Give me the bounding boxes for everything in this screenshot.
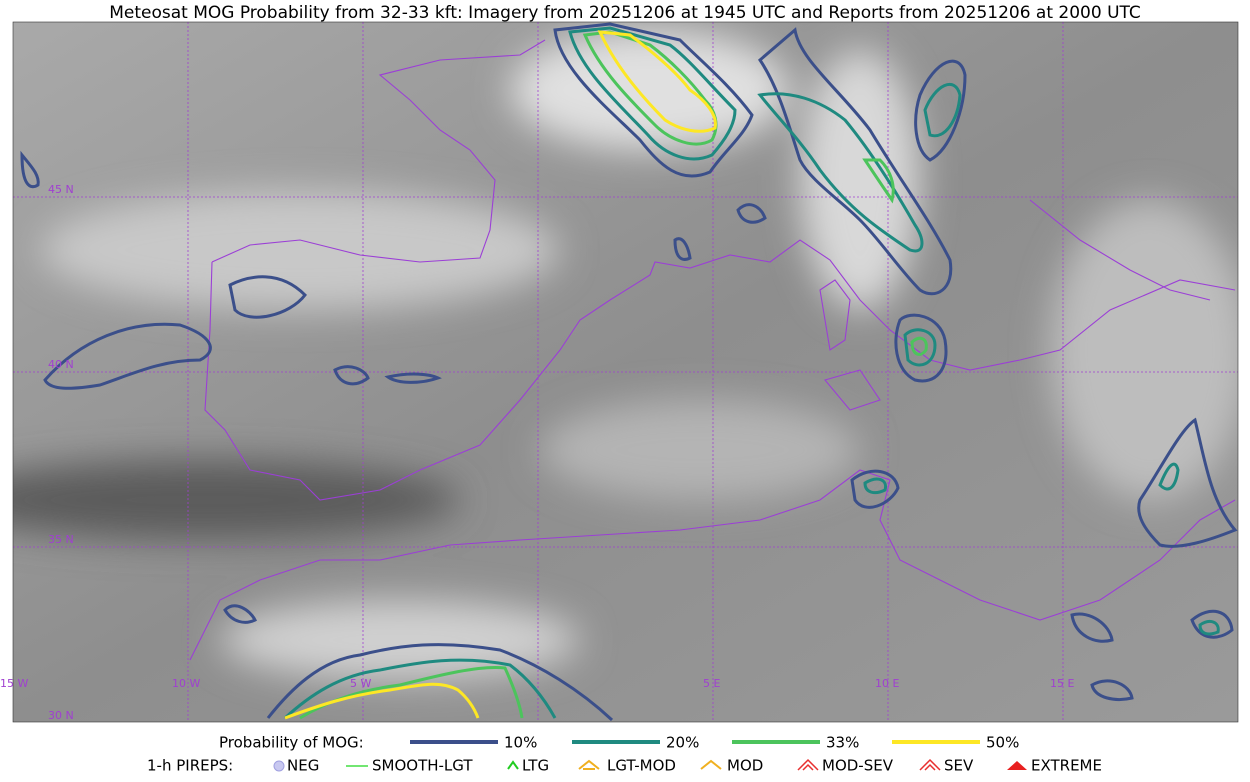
pirep-label: SMOOTH-LGT (372, 757, 473, 775)
lon-label: 15 W (0, 677, 28, 690)
map (13, 22, 1238, 722)
pirep-label: MOD-SEV (822, 757, 894, 775)
pirep-symbol (1007, 761, 1027, 770)
legend: Probability of MOG: 1-h PIREPS: 10% 20% 33… (147, 734, 1102, 775)
geo-labels: 45 N 40 N 35 N 30 N 15 W 10 W 5 W 5 E 10 E 15 E (0, 183, 1074, 722)
mog-contours (20, 22, 1238, 722)
pirep-symbol (507, 760, 519, 770)
lon-label: 5 W (350, 677, 371, 690)
probability-legend-label: Probability of MOG: (219, 734, 364, 752)
map-frame (12, 21, 1239, 723)
legend-level: 33% (826, 734, 859, 752)
pirep-label: NEG (287, 757, 319, 775)
pirep-label: MOD (727, 757, 763, 775)
lat-label: 45 N (48, 183, 74, 196)
pirep-label: LTG (522, 757, 549, 775)
lon-label: 10 W (172, 677, 200, 690)
pirep-label: LGT-MOD (607, 757, 676, 775)
pirep-label: SEV (944, 757, 974, 775)
lat-label: 30 N (48, 709, 74, 722)
lat-label: 40 N (48, 358, 74, 371)
lon-label: 10 E (875, 677, 899, 690)
legend-level: 50% (986, 734, 1019, 752)
pirep-symbol (273, 760, 285, 772)
pireps-legend-label: 1-h PIREPS: (147, 757, 233, 775)
pirep-symbol (919, 758, 941, 771)
lon-label: 5 E (703, 677, 720, 690)
lat-label: 35 N (48, 533, 74, 546)
coastlines (189, 39, 1236, 661)
legend-level: 20% (666, 734, 699, 752)
lon-label: 15 E (1050, 677, 1074, 690)
title: Meteosat MOG Probability from 32-33 kft:… (109, 3, 1141, 23)
pirep-symbol (578, 759, 600, 770)
pirep-label: EXTREME (1031, 757, 1102, 775)
pirep-symbol (700, 759, 722, 770)
pirep-symbol (797, 758, 819, 771)
legend-level: 10% (504, 734, 537, 752)
